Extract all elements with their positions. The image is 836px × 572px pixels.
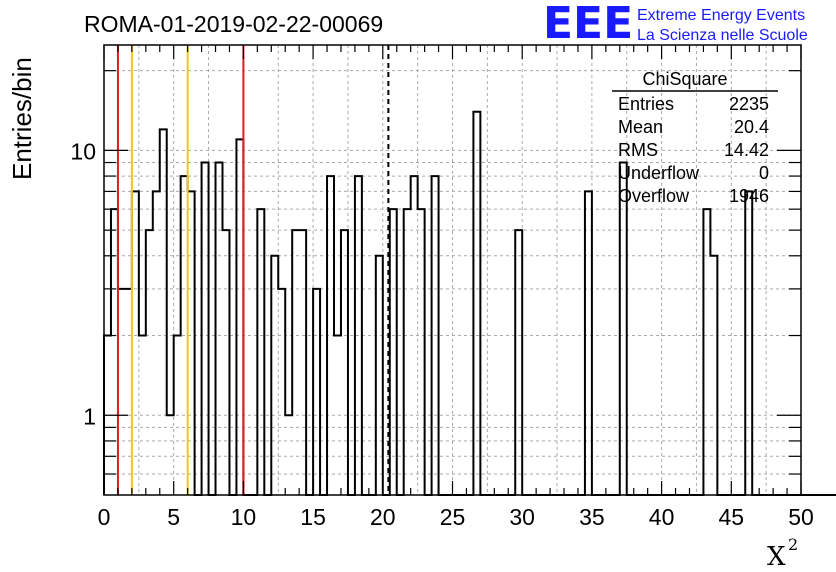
x-tick-label: 35 — [579, 504, 605, 530]
x-tick-label: 20 — [370, 504, 396, 530]
histogram-bin — [292, 230, 299, 495]
stats-value-entries: 2235 — [729, 94, 769, 114]
stats-box: ChiSquare Entries 2235 Mean 20.4 RMS 14.… — [612, 69, 778, 206]
stats-value-rms: 14.42 — [724, 140, 769, 160]
histogram-bin — [418, 209, 425, 495]
x-tick-label: 45 — [719, 504, 745, 530]
logo-line-1: Extreme Energy Events — [637, 7, 805, 24]
histogram-bin — [515, 230, 522, 495]
histogram-bin — [216, 163, 223, 495]
y-tick-label: 10 — [70, 138, 96, 164]
histogram-bin — [132, 191, 139, 495]
stats-label-mean: Mean — [618, 117, 663, 137]
histogram-bin — [202, 163, 209, 495]
histogram-bin — [146, 230, 153, 495]
x-tick-label: 0 — [98, 504, 111, 530]
y-axis-label: Entries/bin — [7, 57, 37, 180]
stats-label-rms: RMS — [618, 140, 658, 160]
histogram-bin — [299, 230, 306, 495]
y-tick-label: 1 — [83, 403, 96, 429]
axis-ticks: 0 5 10 15 20 25 30 35 40 45 50 1 10 — [70, 45, 814, 530]
x-tick-label: 50 — [788, 504, 814, 530]
x-axis-label-superscript: 2 — [788, 535, 798, 554]
histogram-bin — [703, 209, 710, 495]
histogram-bin — [188, 191, 195, 495]
histogram-bin — [585, 191, 592, 495]
histogram-bin — [160, 129, 167, 495]
histogram-bin — [710, 256, 717, 495]
x-tick-label: 25 — [440, 504, 466, 530]
x-tick-label: 15 — [300, 504, 326, 530]
histogram-bin — [118, 289, 125, 495]
eee-logo: EEE Extreme Energy Events La Scienza nel… — [543, 0, 808, 49]
histogram-bin — [745, 191, 752, 495]
histogram-bin — [236, 139, 243, 495]
x-tick-label: 10 — [231, 504, 257, 530]
histogram-outline — [103, 110, 836, 496]
histogram-bin — [473, 112, 480, 495]
logo-mark: EEE — [543, 0, 633, 49]
stats-title: ChiSquare — [642, 69, 727, 89]
chart-title: ROMA-01-2019-02-22-00069 — [84, 11, 383, 37]
marker-lines — [116, 45, 390, 495]
x-axis-label: X 2 — [767, 535, 798, 572]
stats-label-underflow: Underflow — [618, 163, 700, 183]
histogram-bin — [313, 289, 320, 495]
stats-value-mean: 20.4 — [734, 117, 769, 137]
histogram-bin — [153, 191, 160, 495]
histogram-bin — [271, 256, 278, 495]
x-tick-label: 40 — [649, 504, 675, 530]
histogram — [103, 110, 836, 496]
stats-label-entries: Entries — [618, 94, 674, 114]
histogram-bin — [620, 163, 627, 495]
histogram-bin — [257, 209, 264, 495]
logo-line-2: La Scienza nelle Scuole — [637, 27, 808, 44]
stats-value-underflow: 0 — [759, 163, 769, 183]
x-axis-label-main: X — [767, 542, 786, 572]
histogram-bin — [390, 209, 397, 495]
histogram-bin — [376, 256, 383, 495]
x-tick-label: 5 — [167, 504, 180, 530]
x-tick-label: 30 — [509, 504, 535, 530]
histogram-bin — [111, 209, 118, 495]
stats-label-overflow: Overflow — [618, 186, 690, 206]
histogram-bin — [278, 289, 285, 495]
histogram-bin — [222, 230, 229, 495]
histogram-bin — [404, 209, 411, 495]
stats-value-overflow: 1946 — [729, 186, 769, 206]
histogram-bin — [341, 230, 348, 495]
histogram-bin — [125, 289, 132, 495]
